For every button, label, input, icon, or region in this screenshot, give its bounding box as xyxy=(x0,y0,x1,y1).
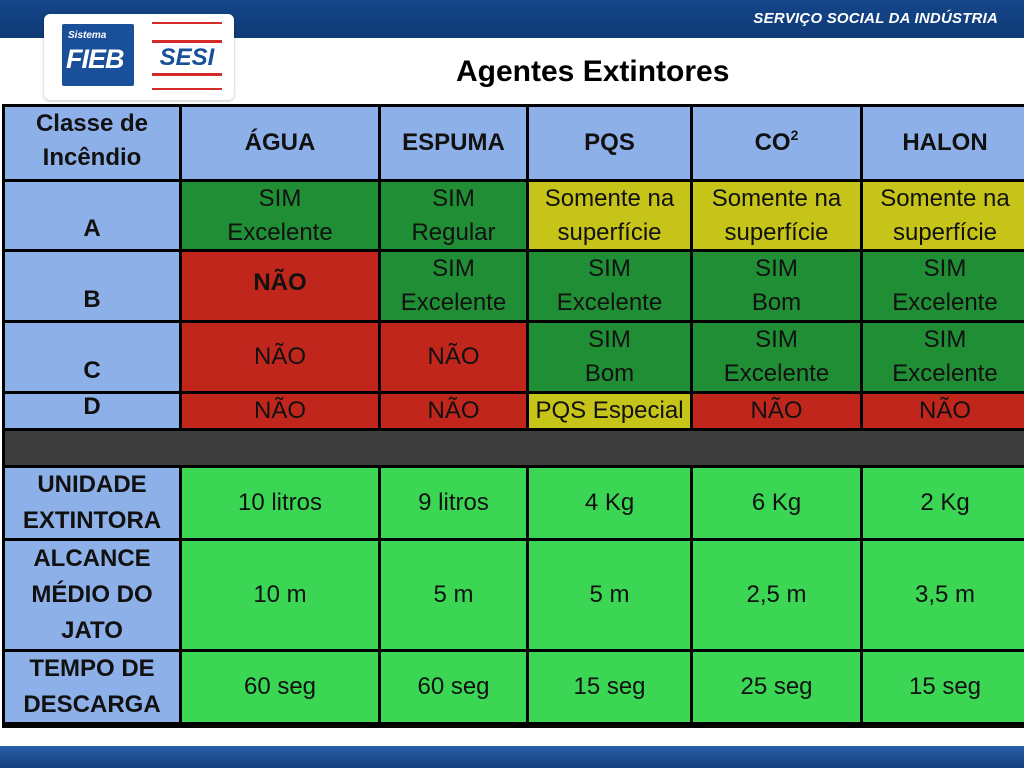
label-line: DESCARGA xyxy=(23,691,161,718)
cell-line: Somente na xyxy=(880,184,1010,212)
logo: Sistema FIEB SESI xyxy=(44,14,234,100)
col-header-pqs: PQS xyxy=(529,107,690,179)
cell-d-halon: NÃO xyxy=(863,394,1024,428)
cell-a-halon: Somente na superfície xyxy=(863,182,1024,249)
table-separator xyxy=(5,431,1024,465)
cell-line: SIM xyxy=(258,184,302,212)
logo-small-text: Sistema xyxy=(68,30,107,41)
cell-line: superfície xyxy=(557,218,662,246)
row-label-a: A xyxy=(5,182,179,249)
cell-d-pqs: PQS Especial xyxy=(529,394,690,428)
cell-tempo-espuma: 60 seg xyxy=(381,652,526,722)
cell-line: superfície xyxy=(892,218,998,246)
cell-tempo-halon: 15 seg xyxy=(863,652,1024,722)
page-title: Agentes Extintores xyxy=(456,55,730,88)
logo-divider xyxy=(152,22,222,24)
cell-unidade-halon: 2 Kg xyxy=(863,468,1024,538)
cell-d-espuma: NÃO xyxy=(381,394,526,428)
label-line: TEMPO DE xyxy=(29,655,155,682)
co2-text: CO xyxy=(754,129,791,156)
cell-line: SIM xyxy=(923,326,967,353)
cell-line: Bom xyxy=(584,360,635,387)
cell-alcance-pqs: 5 m xyxy=(529,541,690,649)
cell-line: SIM xyxy=(588,326,631,353)
row-label-tempo: TEMPO DE DESCARGA xyxy=(5,652,179,722)
cell-line: SIM xyxy=(432,184,475,212)
cell-line: Somente na xyxy=(711,184,842,212)
cell-unidade-pqs: 4 Kg xyxy=(529,468,690,538)
corner-line-1: Classe de xyxy=(35,110,149,137)
cell-tempo-pqs: 15 seg xyxy=(529,652,690,722)
label-line: JATO xyxy=(61,617,123,644)
cell-b-agua: NÃO xyxy=(182,252,378,320)
cell-c-halon: SIM Excelente xyxy=(863,323,1024,391)
logo-fieb-text: FIEB xyxy=(66,44,125,74)
cell-b-co2: SIM Bom xyxy=(693,252,860,320)
cell-c-pqs: SIM Bom xyxy=(529,323,690,391)
col-header-halon: HALON xyxy=(863,107,1024,179)
cell-line: Excelente xyxy=(556,289,663,316)
corner-header: Classe de Incêndio xyxy=(5,107,179,179)
label-line: EXTINTORA xyxy=(22,507,162,534)
cell-a-pqs: Somente na superfície xyxy=(529,182,690,249)
cell-line: SIM xyxy=(755,326,798,353)
bottom-band xyxy=(0,746,1024,768)
cell-line: SIM xyxy=(755,255,798,282)
cell-line: Excelente xyxy=(892,289,998,316)
cell-a-agua: SIM Excelente xyxy=(182,182,378,249)
cell-line: Excelente xyxy=(400,289,507,316)
cell-d-co2: NÃO xyxy=(693,394,860,428)
cell-line: Excelente xyxy=(227,218,333,246)
cell-line: Excelente xyxy=(723,360,830,387)
label-line: MÉDIO DO xyxy=(31,581,153,608)
corner-line-2: Incêndio xyxy=(42,144,142,171)
cell-line: superfície xyxy=(724,218,829,246)
cell-unidade-agua: 10 litros xyxy=(182,468,378,538)
extinguisher-table: Classe de Incêndio ÁGUA ESPUMA PQS CO 2 H… xyxy=(2,104,1024,728)
fieb-logo: Sistema FIEB xyxy=(62,24,134,86)
cell-tempo-co2: 25 seg xyxy=(693,652,860,722)
cell-line: SIM xyxy=(432,255,475,282)
cell-b-espuma: SIM Excelente xyxy=(381,252,526,320)
cell-alcance-co2: 2,5 m xyxy=(693,541,860,649)
cell-c-espuma: NÃO xyxy=(381,323,526,391)
cell-a-espuma: SIM Regular xyxy=(381,182,526,249)
cell-line: SIM xyxy=(588,255,631,282)
cell-c-agua: NÃO xyxy=(182,323,378,391)
cell-b-pqs: SIM Excelente xyxy=(529,252,690,320)
cell-alcance-agua: 10 m xyxy=(182,541,378,649)
cell-line: Excelente xyxy=(892,360,998,387)
cell-line: Bom xyxy=(751,289,802,316)
cell-unidade-co2: 6 Kg xyxy=(693,468,860,538)
cell-tempo-agua: 60 seg xyxy=(182,652,378,722)
cell-a-co2: Somente na superfície xyxy=(693,182,860,249)
logo-divider xyxy=(152,88,222,90)
cell-b-halon: SIM Excelente xyxy=(863,252,1024,320)
cell-alcance-halon: 3,5 m xyxy=(863,541,1024,649)
label-line: UNIDADE xyxy=(37,471,147,498)
row-label-alcance: ALCANCE MÉDIO DO JATO xyxy=(5,541,179,649)
cell-d-agua: NÃO xyxy=(182,394,378,428)
cell-c-co2: SIM Excelente xyxy=(693,323,860,391)
cell-line: SIM xyxy=(923,255,967,282)
row-label-unidade: UNIDADE EXTINTORA xyxy=(5,468,179,538)
row-label-c: C xyxy=(5,323,179,391)
col-header-co2: CO 2 xyxy=(693,107,860,179)
row-label-d: D xyxy=(5,394,179,428)
cell-line: Regular xyxy=(411,218,496,246)
label-line: ALCANCE xyxy=(33,545,151,572)
cell-unidade-espuma: 9 litros xyxy=(381,468,526,538)
col-header-espuma: ESPUMA xyxy=(381,107,526,179)
cell-line: Somente na xyxy=(544,184,675,212)
col-header-agua: ÁGUA xyxy=(182,107,378,179)
org-name: SERVIÇO SOCIAL DA INDÚSTRIA xyxy=(753,10,998,27)
row-label-b: B xyxy=(5,252,179,320)
cell-alcance-espuma: 5 m xyxy=(381,541,526,649)
sesi-logo: SESI xyxy=(152,40,222,76)
